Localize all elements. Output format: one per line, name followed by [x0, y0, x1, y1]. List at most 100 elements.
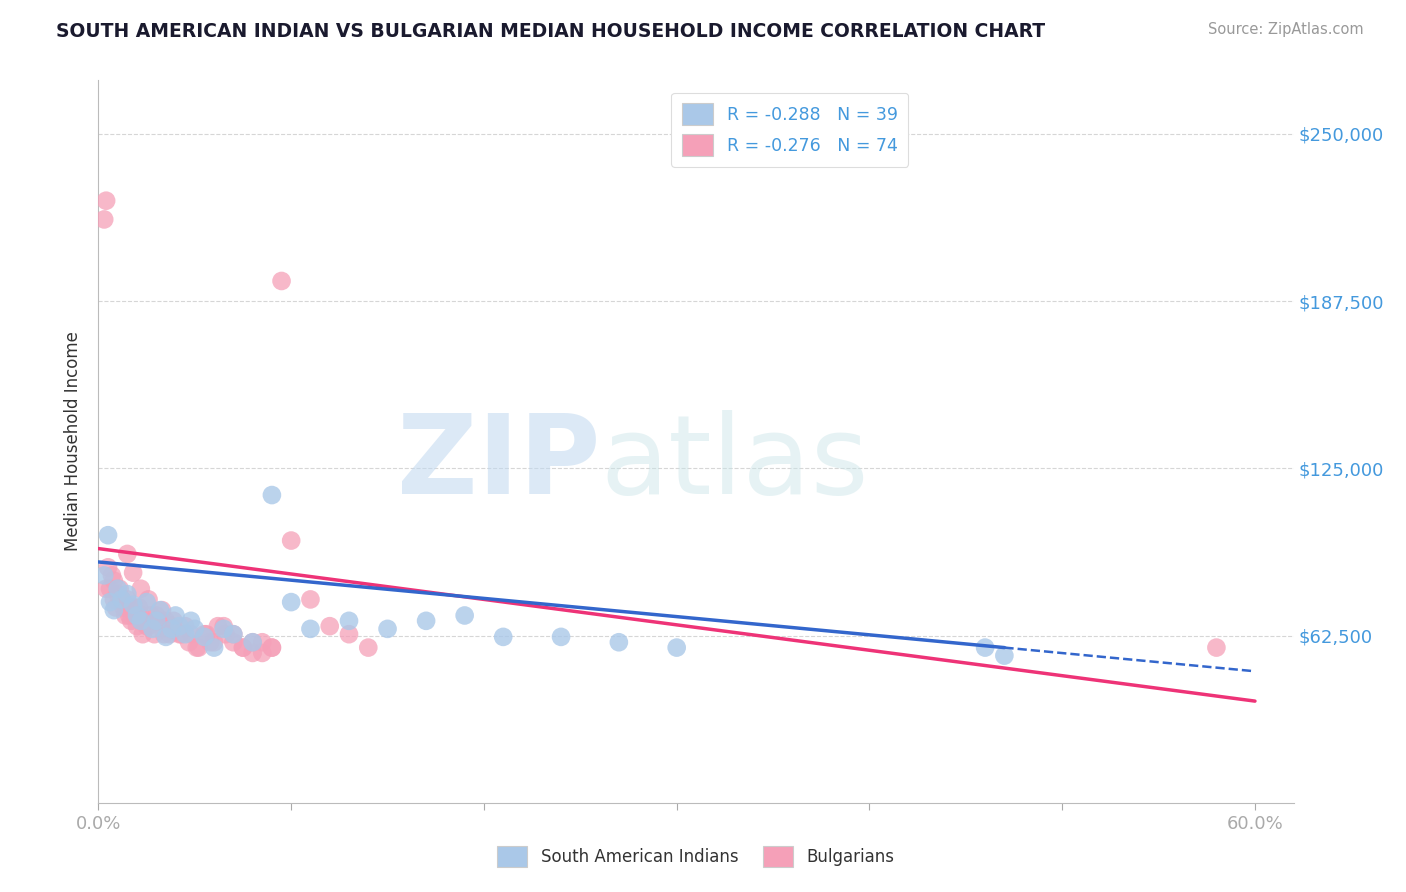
Point	[242, 635, 264, 649]
Point	[222, 635, 245, 649]
Point	[103, 603, 125, 617]
Point	[125, 608, 148, 623]
Point	[242, 635, 264, 649]
Point	[492, 630, 515, 644]
Point	[232, 640, 254, 655]
Point	[280, 533, 302, 548]
Point	[165, 608, 187, 623]
Point	[207, 619, 229, 633]
Point	[145, 614, 167, 628]
Point	[242, 646, 264, 660]
Point	[170, 627, 193, 641]
Point	[607, 635, 630, 649]
Point	[138, 592, 160, 607]
Point	[93, 212, 115, 227]
Point	[118, 608, 141, 623]
Point	[145, 608, 167, 623]
Point	[104, 600, 127, 615]
Point	[98, 595, 121, 609]
Point	[141, 622, 163, 636]
Point	[180, 614, 202, 628]
Point	[124, 608, 146, 623]
Point	[148, 614, 170, 628]
Point	[110, 592, 132, 607]
Point	[993, 648, 1015, 663]
Point	[101, 568, 124, 582]
Point	[149, 603, 172, 617]
Point	[150, 603, 173, 617]
Point	[222, 627, 245, 641]
Point	[94, 194, 117, 208]
Point	[139, 608, 162, 623]
Point	[222, 627, 245, 641]
Legend: South American Indians, Bulgarians: South American Indians, Bulgarians	[491, 839, 901, 874]
Text: ZIP: ZIP	[396, 409, 600, 516]
Text: SOUTH AMERICAN INDIAN VS BULGARIAN MEDIAN HOUSEHOLD INCOME CORRELATION CHART: SOUTH AMERICAN INDIAN VS BULGARIAN MEDIA…	[56, 22, 1046, 41]
Point	[184, 622, 207, 636]
Point	[337, 614, 360, 628]
Point	[270, 274, 292, 288]
Text: atlas: atlas	[600, 409, 869, 516]
Point	[377, 622, 399, 636]
Point	[180, 627, 202, 641]
Point	[174, 619, 197, 633]
Point	[299, 592, 322, 607]
Point	[214, 627, 236, 641]
Point	[143, 627, 166, 641]
Point	[299, 622, 322, 636]
Point	[453, 608, 475, 623]
Point	[153, 627, 176, 641]
Point	[187, 640, 209, 655]
Point	[129, 582, 152, 596]
Point	[195, 627, 218, 641]
Y-axis label: Median Household Income: Median Household Income	[65, 332, 83, 551]
Point	[114, 608, 136, 623]
Point	[117, 547, 139, 561]
Point	[97, 560, 120, 574]
Point	[117, 587, 139, 601]
Point	[193, 630, 215, 644]
Point	[108, 582, 131, 596]
Point	[94, 582, 117, 596]
Point	[112, 600, 135, 615]
Point	[122, 566, 145, 580]
Point	[129, 614, 152, 628]
Point	[97, 528, 120, 542]
Point	[280, 595, 302, 609]
Point	[129, 614, 152, 628]
Point	[129, 608, 152, 623]
Point	[155, 614, 177, 628]
Point	[415, 614, 437, 628]
Point	[103, 574, 125, 588]
Point	[117, 592, 139, 607]
Point	[162, 614, 184, 628]
Point	[174, 627, 197, 641]
Point	[145, 614, 167, 628]
Point	[1205, 640, 1227, 655]
Point	[186, 640, 208, 655]
Point	[212, 622, 235, 636]
Point	[135, 619, 157, 633]
Point	[93, 568, 115, 582]
Point	[122, 598, 145, 612]
Point	[260, 640, 283, 655]
Point	[169, 619, 191, 633]
Point	[98, 582, 121, 596]
Point	[212, 619, 235, 633]
Point	[159, 627, 181, 641]
Point	[232, 640, 254, 655]
Point	[118, 600, 141, 615]
Point	[252, 646, 274, 660]
Point	[110, 592, 132, 607]
Point	[260, 640, 283, 655]
Point	[177, 635, 200, 649]
Point	[128, 600, 150, 615]
Point	[357, 640, 380, 655]
Point	[337, 627, 360, 641]
Point	[122, 600, 145, 615]
Point	[160, 622, 183, 636]
Point	[160, 619, 183, 633]
Point	[193, 627, 215, 641]
Point	[138, 619, 160, 633]
Point	[202, 635, 225, 649]
